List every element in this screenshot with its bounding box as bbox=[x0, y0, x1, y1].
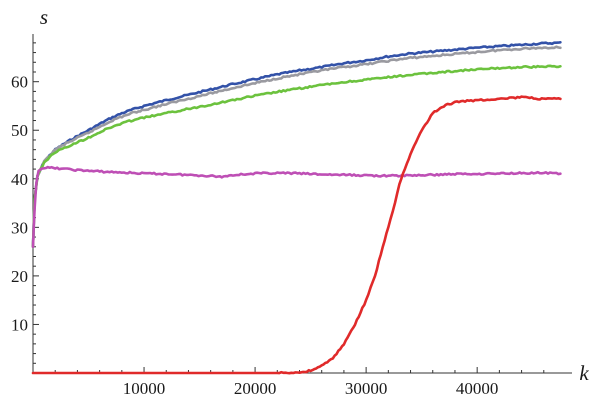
x-axis-label: k bbox=[579, 361, 589, 385]
x-tick-label: 20000 bbox=[234, 379, 277, 398]
x-tick-label: 10000 bbox=[123, 379, 166, 398]
y-tick-label: 40 bbox=[11, 170, 28, 189]
y-major-ticks bbox=[33, 81, 39, 325]
y-tick-label: 30 bbox=[11, 218, 28, 237]
series-line-4 bbox=[31, 165, 562, 249]
x-tick-label: 30000 bbox=[345, 379, 388, 398]
y-tick-label: 10 bbox=[11, 315, 28, 334]
series-line-2 bbox=[31, 45, 562, 249]
tick-labels: 10 20 30 40 50 60 10000 20000 30000 40000 bbox=[11, 73, 498, 398]
series-group bbox=[31, 41, 562, 375]
y-tick-label: 20 bbox=[11, 267, 28, 286]
y-axis-label: s bbox=[40, 5, 48, 29]
axes bbox=[32, 34, 572, 374]
x-tick-label: 40000 bbox=[456, 379, 499, 398]
series-line-1 bbox=[31, 41, 562, 249]
series-line-3 bbox=[31, 64, 562, 249]
series-line-5 bbox=[31, 95, 562, 375]
y-tick-label: 60 bbox=[11, 73, 28, 92]
y-tick-label: 50 bbox=[11, 121, 28, 140]
